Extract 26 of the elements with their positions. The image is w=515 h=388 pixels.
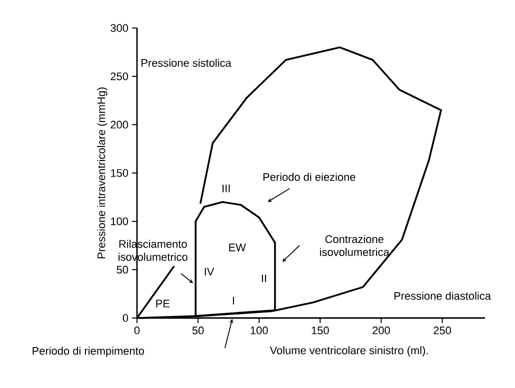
annotation: IV (204, 268, 214, 276)
annotation: Contrazione isovolumetrica (320, 235, 390, 256)
x-tick-label: 200 (372, 326, 390, 334)
y-tick-label: 50 (116, 266, 128, 274)
annotation: Pressione diastolica (394, 292, 491, 300)
y-tick-label: 300 (110, 24, 128, 32)
annotation: EW (229, 244, 246, 252)
y-axis-title: Pressione intraventricolare (mmHg) (97, 88, 108, 258)
y-tick-label: 200 (110, 120, 128, 129)
annotation: Pressione sistolica (142, 58, 232, 67)
x-tick-label: 100 (250, 326, 268, 334)
annotation: Periodo di eiezione (263, 172, 356, 181)
y-tick-label: 250 (110, 72, 128, 80)
x-tick-label: 250 (434, 326, 451, 334)
y-tick-label: 150 (111, 169, 128, 177)
x-tick-label: 150 (312, 326, 329, 334)
annotation: PE (156, 300, 170, 308)
y-tick-label: 100 (111, 217, 128, 226)
annotation: III (222, 184, 230, 192)
x-axis-title: Volume ventricolare sinistro (ml). (270, 346, 428, 356)
x-tick-label: 50 (192, 326, 204, 334)
annotation: II (262, 274, 266, 282)
y-tick-label: 0 (122, 314, 128, 322)
text: Periodo di riempimento (32, 346, 144, 357)
annotation: I (232, 296, 234, 304)
x-tick-label: 0 (134, 326, 140, 334)
